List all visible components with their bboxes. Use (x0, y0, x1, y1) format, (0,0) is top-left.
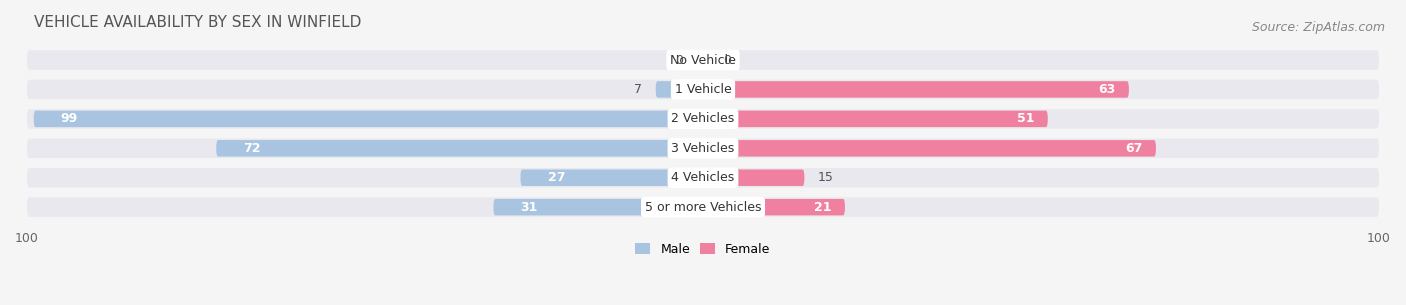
Text: 27: 27 (547, 171, 565, 184)
Legend: Male, Female: Male, Female (630, 238, 776, 261)
FancyBboxPatch shape (703, 140, 1156, 156)
FancyBboxPatch shape (27, 50, 1379, 70)
Text: 31: 31 (520, 201, 538, 214)
Text: 0: 0 (723, 53, 731, 66)
Text: 3 Vehicles: 3 Vehicles (672, 142, 734, 155)
FancyBboxPatch shape (27, 197, 1379, 217)
Text: 67: 67 (1125, 142, 1143, 155)
Text: 51: 51 (1017, 112, 1035, 125)
Text: 2 Vehicles: 2 Vehicles (672, 112, 734, 125)
FancyBboxPatch shape (494, 199, 703, 215)
Text: 99: 99 (60, 112, 77, 125)
FancyBboxPatch shape (27, 138, 1379, 158)
FancyBboxPatch shape (217, 140, 703, 156)
Text: 15: 15 (818, 171, 834, 184)
Text: 63: 63 (1098, 83, 1115, 96)
FancyBboxPatch shape (655, 81, 703, 98)
Text: No Vehicle: No Vehicle (671, 53, 735, 66)
Text: 0: 0 (675, 53, 683, 66)
FancyBboxPatch shape (703, 81, 1129, 98)
Text: 1 Vehicle: 1 Vehicle (675, 83, 731, 96)
FancyBboxPatch shape (703, 170, 804, 186)
FancyBboxPatch shape (27, 80, 1379, 99)
Text: 4 Vehicles: 4 Vehicles (672, 171, 734, 184)
Text: 7: 7 (634, 83, 643, 96)
FancyBboxPatch shape (34, 111, 703, 127)
Text: 72: 72 (243, 142, 260, 155)
FancyBboxPatch shape (27, 168, 1379, 188)
FancyBboxPatch shape (703, 111, 1047, 127)
FancyBboxPatch shape (520, 170, 703, 186)
Text: 21: 21 (814, 201, 831, 214)
FancyBboxPatch shape (27, 109, 1379, 129)
Text: Source: ZipAtlas.com: Source: ZipAtlas.com (1251, 21, 1385, 34)
Text: 5 or more Vehicles: 5 or more Vehicles (645, 201, 761, 214)
Text: VEHICLE AVAILABILITY BY SEX IN WINFIELD: VEHICLE AVAILABILITY BY SEX IN WINFIELD (34, 15, 361, 30)
FancyBboxPatch shape (703, 199, 845, 215)
